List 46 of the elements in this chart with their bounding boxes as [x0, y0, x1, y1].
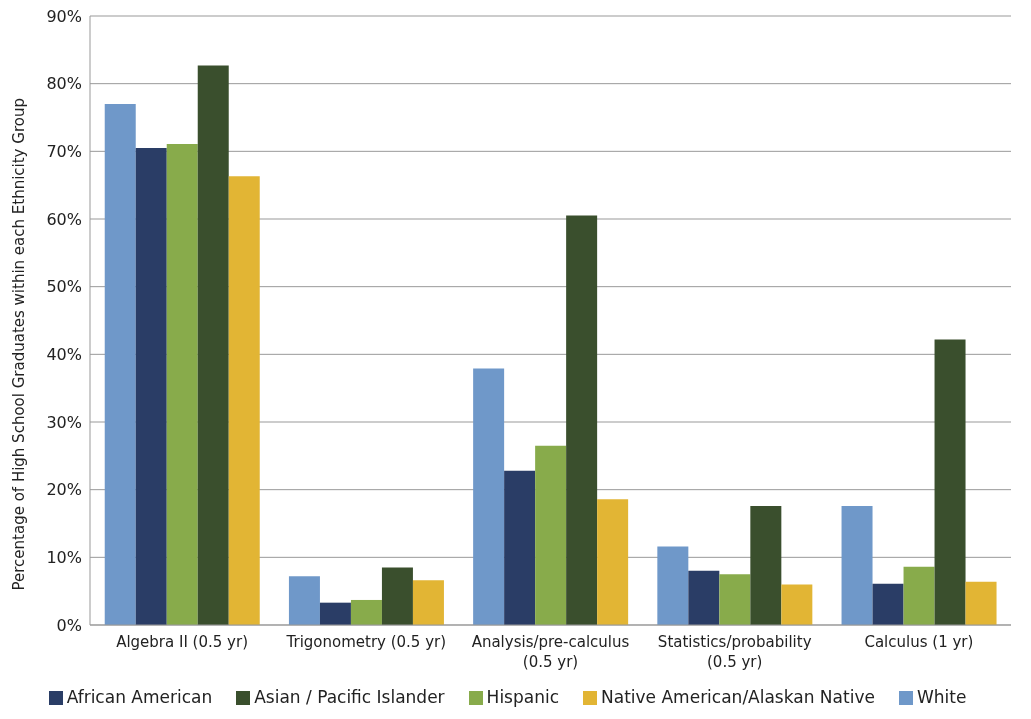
- bar: [688, 570, 720, 625]
- legend-label: Asian / Pacific Islander: [254, 687, 445, 707]
- bar: [412, 580, 444, 625]
- bar: [781, 584, 813, 625]
- legend-label: Hispanic: [486, 687, 560, 707]
- x-tick-label: Algebra II (0.5 yr): [116, 633, 249, 651]
- y-tick-label: 80%: [46, 74, 82, 94]
- y-tick-label: 0%: [56, 615, 82, 635]
- x-tick-label: Trigonometry (0.5 yr): [285, 633, 447, 651]
- bar: [934, 339, 966, 625]
- bar: [319, 602, 351, 625]
- bar: [719, 574, 751, 625]
- bar: [166, 143, 198, 625]
- legend-label: White: [916, 687, 967, 707]
- y-tick-label: 50%: [46, 277, 82, 297]
- y-tick-label: 60%: [46, 209, 82, 229]
- y-tick-label: 90%: [46, 6, 82, 26]
- bar: [288, 576, 320, 625]
- bar: [841, 505, 873, 625]
- bar: [535, 445, 567, 625]
- x-tick-label: Analysis/pre-calculus (0.5 yr): [471, 633, 630, 671]
- bar: [381, 567, 413, 625]
- y-tick-label: 70%: [46, 142, 82, 162]
- bar: [504, 470, 536, 625]
- bar: [872, 583, 904, 625]
- bar: [750, 505, 782, 625]
- legend-label: African American: [66, 687, 213, 707]
- y-axis-title: Percentage of High School Graduates within each Ethnicity Group: [10, 98, 29, 591]
- y-tick-label: 20%: [46, 480, 82, 500]
- x-tick-label: Statistics/probability (0.5 yr): [657, 633, 812, 671]
- y-tick-label: 40%: [46, 345, 82, 365]
- bar: [597, 499, 629, 625]
- legend-label: Native American/Alaskan Native: [601, 687, 875, 707]
- bar: [228, 176, 260, 625]
- bar: [657, 546, 689, 625]
- bar: [566, 215, 598, 625]
- bar: [473, 368, 505, 625]
- bar: [135, 147, 167, 625]
- bar: [197, 65, 229, 625]
- bar: [903, 566, 935, 625]
- bar: [350, 599, 382, 625]
- y-tick-label: 30%: [46, 412, 82, 432]
- bar: [965, 581, 997, 625]
- y-tick-label: 10%: [46, 548, 82, 568]
- x-tick-label: Calculus (1 yr): [864, 633, 974, 651]
- bar: [104, 103, 136, 625]
